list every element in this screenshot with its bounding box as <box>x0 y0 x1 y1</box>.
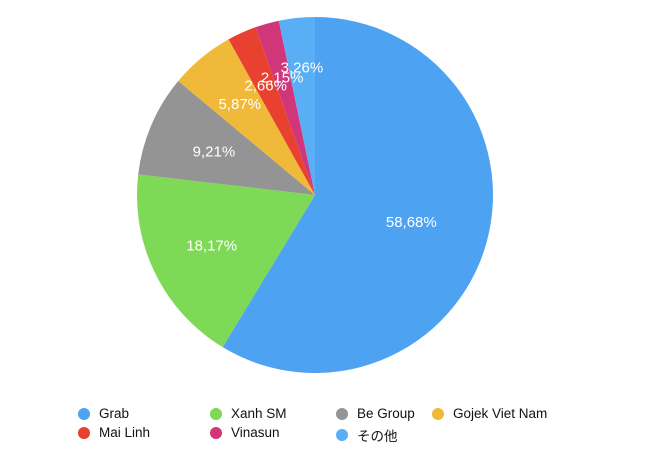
legend-item: Gojek Viet Nam <box>432 406 547 421</box>
slice-value-label: 5,87% <box>218 96 261 113</box>
pie-slice-その他 <box>278 17 315 195</box>
legend-label: Vinasun <box>231 425 280 440</box>
legend-color-dot <box>78 426 90 439</box>
slice-value-label: 9,21% <box>193 144 236 161</box>
pie-slice-xanh-sm <box>137 174 315 348</box>
legend-label: Xanh SM <box>231 406 287 421</box>
legend-color-dot <box>78 407 90 420</box>
legend-item: Vinasun <box>210 425 280 440</box>
legend-color-dot <box>210 407 222 420</box>
pie-slice-be-group <box>138 81 315 195</box>
legend-color-dot <box>210 426 222 439</box>
legend-color-dot <box>336 407 348 420</box>
legend-color-dot <box>336 429 348 441</box>
legend-label: Grab <box>99 406 130 421</box>
pie-slice-gojek-viet-nam <box>178 39 315 196</box>
pie-slice-mai-linh <box>228 27 315 196</box>
legend-item: その他 <box>336 425 398 445</box>
legend-item: Xanh SM <box>210 406 287 421</box>
legend-label: Be Group <box>357 406 415 421</box>
pie-slice-grab <box>222 17 493 373</box>
slice-value-label: 2,15% <box>261 69 304 86</box>
slice-value-label: 2,66% <box>244 78 287 95</box>
legend-label: Gojek Viet Nam <box>453 406 548 421</box>
slice-value-label: 58,68% <box>386 214 437 231</box>
pie-slice-vinasun <box>255 20 315 195</box>
pie-labels: 58,68% 18,17% 9,21% 5,87%2,66%2,15%3,26% <box>186 60 437 255</box>
legend-label: その他 <box>357 429 398 444</box>
chart-legend: Grab Xanh SM Be Group Gojek Viet Nam Mai Lin… <box>78 406 598 446</box>
legend-item: Grab <box>78 406 129 421</box>
legend-item: Be Group <box>336 406 415 421</box>
legend-label: Mai Linh <box>99 425 151 440</box>
pie-slices <box>137 17 493 373</box>
slice-value-label: 3,26% <box>281 60 324 77</box>
legend-item: Mai Linh <box>78 425 150 440</box>
slice-value-label: 18,17% <box>186 237 237 254</box>
legend-color-dot <box>432 407 444 420</box>
